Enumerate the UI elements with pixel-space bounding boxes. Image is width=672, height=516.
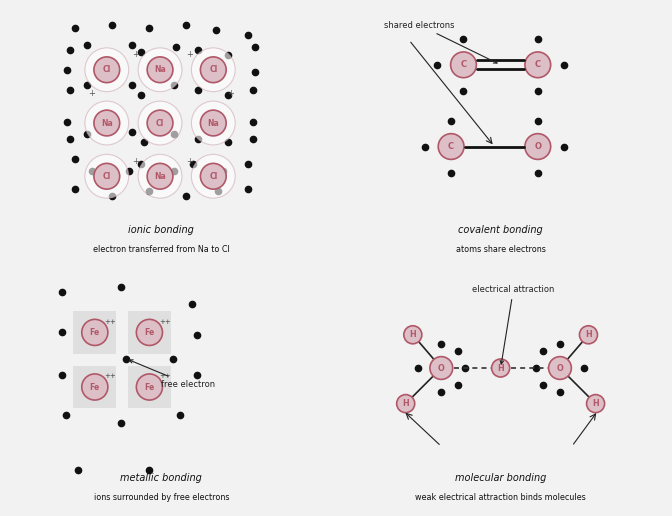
- Circle shape: [492, 359, 509, 377]
- Text: C: C: [535, 60, 541, 69]
- Text: atoms share electrons: atoms share electrons: [456, 245, 546, 254]
- Circle shape: [138, 48, 182, 92]
- Circle shape: [147, 57, 173, 83]
- Circle shape: [94, 110, 120, 136]
- Text: H: H: [409, 330, 416, 340]
- Text: weak electrical attraction binds molecules: weak electrical attraction binds molecul…: [415, 493, 586, 502]
- Circle shape: [451, 52, 476, 78]
- Text: ++: ++: [104, 319, 116, 325]
- Text: ++: ++: [159, 373, 171, 379]
- Text: Cl: Cl: [209, 172, 218, 181]
- Circle shape: [138, 154, 182, 198]
- Text: +: +: [227, 89, 234, 99]
- Text: Cl: Cl: [103, 172, 111, 181]
- Text: covalent bonding: covalent bonding: [458, 224, 543, 234]
- Circle shape: [147, 164, 173, 189]
- Circle shape: [525, 52, 550, 78]
- Text: ++: ++: [159, 319, 171, 325]
- Text: Fe: Fe: [144, 382, 155, 392]
- Text: Cl: Cl: [209, 65, 218, 74]
- Circle shape: [82, 374, 108, 400]
- Text: Fe: Fe: [89, 382, 100, 392]
- Text: O: O: [556, 363, 563, 373]
- Text: Na: Na: [101, 119, 113, 127]
- Text: +: +: [132, 51, 139, 59]
- Circle shape: [200, 57, 226, 83]
- Circle shape: [579, 326, 597, 344]
- Text: electron transferred from Na to Cl: electron transferred from Na to Cl: [93, 245, 230, 254]
- Circle shape: [94, 57, 120, 83]
- Text: H: H: [497, 363, 504, 373]
- Circle shape: [94, 164, 120, 189]
- Text: electrical attraction: electrical attraction: [472, 285, 554, 364]
- Text: H: H: [592, 399, 599, 408]
- Circle shape: [138, 101, 182, 145]
- Text: C: C: [448, 142, 454, 151]
- Circle shape: [587, 395, 605, 413]
- Text: Fe: Fe: [144, 328, 155, 337]
- Circle shape: [525, 134, 550, 159]
- Text: +: +: [185, 157, 193, 166]
- Circle shape: [85, 48, 128, 92]
- Text: ionic bonding: ionic bonding: [128, 224, 194, 234]
- Text: shared electrons: shared electrons: [384, 21, 497, 63]
- Text: O: O: [438, 363, 445, 373]
- Text: ions surrounded by free electrons: ions surrounded by free electrons: [93, 493, 229, 502]
- Bar: [73, 366, 116, 408]
- Circle shape: [192, 154, 235, 198]
- Text: Fe: Fe: [89, 328, 100, 337]
- Bar: [73, 311, 116, 354]
- Circle shape: [147, 110, 173, 136]
- Text: free electron: free electron: [130, 360, 216, 389]
- Text: H: H: [403, 399, 409, 408]
- Text: Na: Na: [208, 119, 219, 127]
- Text: +: +: [185, 51, 193, 59]
- Text: +: +: [89, 89, 95, 99]
- Circle shape: [404, 326, 422, 344]
- Circle shape: [200, 164, 226, 189]
- Text: +: +: [132, 157, 139, 166]
- Circle shape: [192, 101, 235, 145]
- Text: Cl: Cl: [103, 65, 111, 74]
- Text: O: O: [534, 142, 541, 151]
- Circle shape: [548, 357, 571, 379]
- Text: molecular bonding: molecular bonding: [455, 473, 546, 483]
- Text: ++: ++: [104, 373, 116, 379]
- Bar: [128, 311, 171, 354]
- Text: metallic bonding: metallic bonding: [120, 473, 202, 483]
- Text: Na: Na: [154, 172, 166, 181]
- Text: Cl: Cl: [156, 119, 164, 127]
- Circle shape: [192, 48, 235, 92]
- Circle shape: [200, 110, 226, 136]
- Circle shape: [136, 319, 163, 346]
- Circle shape: [396, 395, 415, 413]
- Text: H: H: [585, 330, 592, 340]
- Text: Na: Na: [154, 65, 166, 74]
- Circle shape: [85, 101, 128, 145]
- Circle shape: [136, 374, 163, 400]
- Circle shape: [438, 134, 464, 159]
- Circle shape: [85, 154, 128, 198]
- Bar: [128, 366, 171, 408]
- Circle shape: [430, 357, 453, 379]
- Circle shape: [82, 319, 108, 346]
- Text: C: C: [460, 60, 466, 69]
